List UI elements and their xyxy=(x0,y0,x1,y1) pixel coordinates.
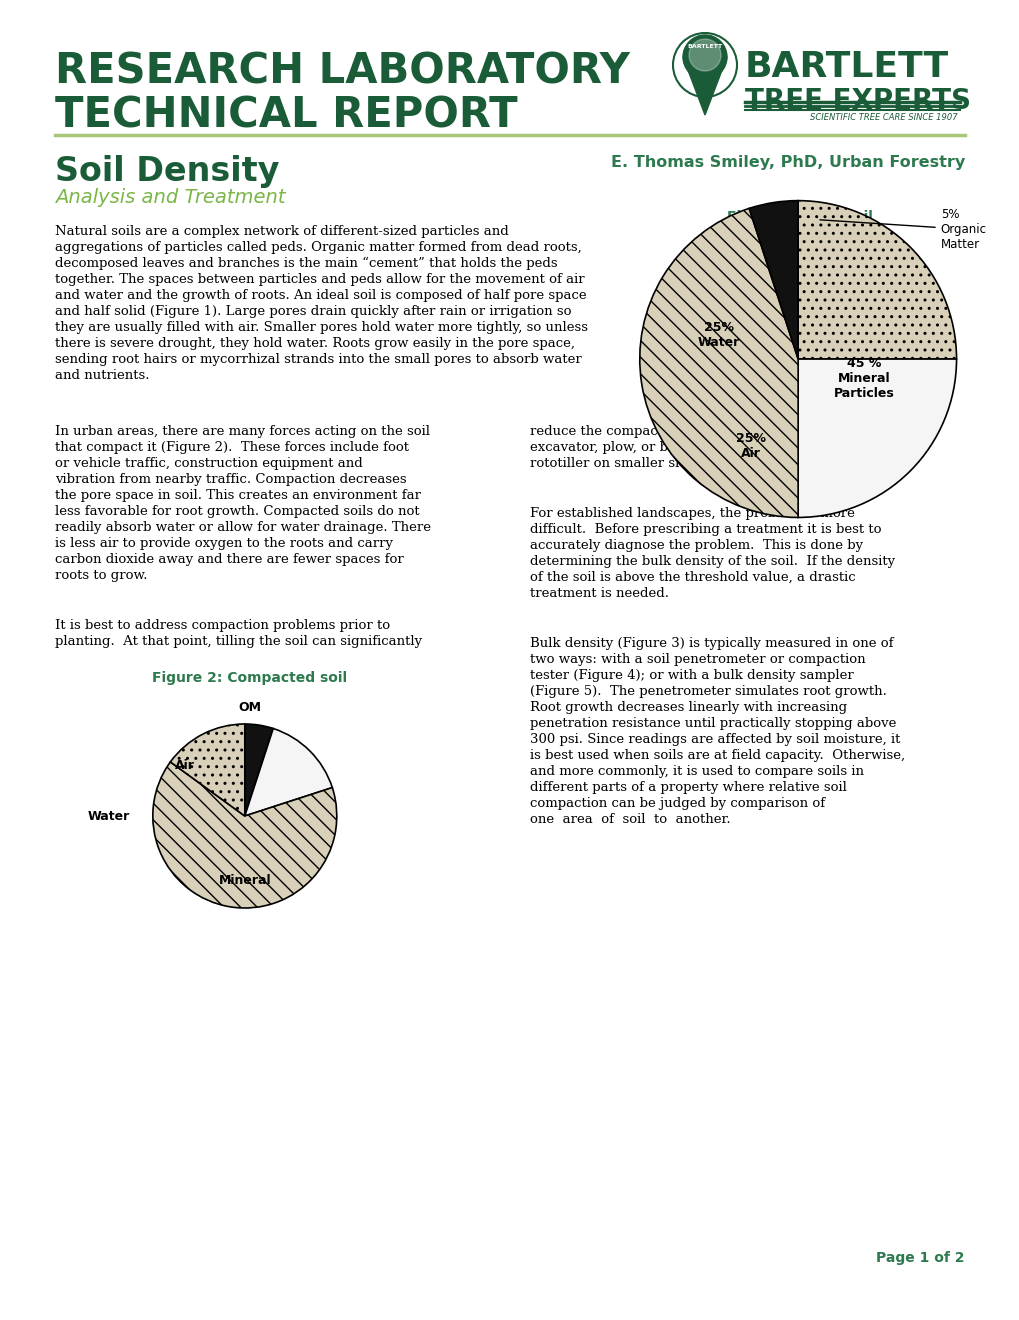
Text: E. Thomas Smiley, PhD, Urban Forestry: E. Thomas Smiley, PhD, Urban Forestry xyxy=(610,154,964,170)
Wedge shape xyxy=(639,209,797,517)
Text: Root growth decreases linearly with increasing: Root growth decreases linearly with incr… xyxy=(530,701,847,714)
Text: Mineral: Mineral xyxy=(218,874,271,887)
Text: readily absorb water or allow for water drainage. There: readily absorb water or allow for water … xyxy=(55,521,431,535)
Text: roots to grow.: roots to grow. xyxy=(55,569,148,582)
Wedge shape xyxy=(153,762,336,908)
Text: In urban areas, there are many forces acting on the soil: In urban areas, there are many forces ac… xyxy=(55,425,430,438)
Text: they are usually filled with air. Smaller pores hold water more tightly, so unle: they are usually filled with air. Smalle… xyxy=(55,321,587,334)
Text: or vehicle traffic, construction equipment and: or vehicle traffic, construction equipme… xyxy=(55,457,363,470)
Text: and half solid (Figure 1). Large pores drain quickly after rain or irrigation so: and half solid (Figure 1). Large pores d… xyxy=(55,305,571,318)
Text: For established landscapes, the problem is more: For established landscapes, the problem … xyxy=(530,507,854,520)
Text: Soil Density: Soil Density xyxy=(55,154,279,187)
Text: 45 %
Mineral
Particles: 45 % Mineral Particles xyxy=(834,356,895,400)
Text: less favorable for root growth. Compacted soils do not: less favorable for root growth. Compacte… xyxy=(55,506,419,517)
Text: It is best to address compaction problems prior to: It is best to address compaction problem… xyxy=(55,619,389,632)
Text: the pore space in soil. This creates an environment far: the pore space in soil. This creates an … xyxy=(55,488,421,502)
Circle shape xyxy=(683,36,727,79)
Text: RESEARCH LABORATORY: RESEARCH LABORATORY xyxy=(55,50,630,92)
Wedge shape xyxy=(245,729,332,816)
Text: different parts of a property where relative soil: different parts of a property where rela… xyxy=(530,781,846,795)
Text: there is severe drought, they hold water. Roots grow easily in the pore space,: there is severe drought, they hold water… xyxy=(55,337,575,350)
Text: 5%
Organic
Matter: 5% Organic Matter xyxy=(819,207,985,251)
Text: 300 psi. Since readings are affected by soil moisture, it: 300 psi. Since readings are affected by … xyxy=(530,733,900,746)
Text: BARTLETT: BARTLETT xyxy=(744,50,949,84)
Text: Natural soils are a complex network of different-sized particles and: Natural soils are a complex network of d… xyxy=(55,224,508,238)
Text: of the soil is above the threshold value, a drastic: of the soil is above the threshold value… xyxy=(530,572,855,583)
Wedge shape xyxy=(245,723,273,816)
Text: excavator, plow, or backhoe on large sites or with a: excavator, plow, or backhoe on large sit… xyxy=(530,441,873,454)
Text: carbon dioxide away and there are fewer spaces for: carbon dioxide away and there are fewer … xyxy=(55,553,404,566)
Text: difficult.  Before prescribing a treatment it is best to: difficult. Before prescribing a treatmen… xyxy=(530,523,880,536)
Text: OM: OM xyxy=(237,701,261,714)
Text: two ways: with a soil penetrometer or compaction: two ways: with a soil penetrometer or co… xyxy=(530,653,865,667)
Text: TECHNICAL REPORT: TECHNICAL REPORT xyxy=(55,95,517,137)
Text: Water: Water xyxy=(88,809,129,822)
Text: reduce the compaction.  This can be done with an: reduce the compaction. This can be done … xyxy=(530,425,863,438)
Text: is best used when soils are at field capacity.  Otherwise,: is best used when soils are at field cap… xyxy=(530,748,904,762)
Text: penetration resistance until practically stopping above: penetration resistance until practically… xyxy=(530,717,896,730)
Circle shape xyxy=(688,40,720,71)
Text: sending root hairs or mycorrhizal strands into the small pores to absorb water: sending root hairs or mycorrhizal strand… xyxy=(55,352,581,366)
Wedge shape xyxy=(170,723,245,816)
Text: BARTLETT: BARTLETT xyxy=(687,45,721,49)
Text: TREE EXPERTS: TREE EXPERTS xyxy=(744,87,970,115)
Polygon shape xyxy=(683,57,727,115)
Text: Bulk density (Figure 3) is typically measured in one of: Bulk density (Figure 3) is typically mea… xyxy=(530,638,893,649)
Text: determining the bulk density of the soil.  If the density: determining the bulk density of the soil… xyxy=(530,554,895,568)
Text: together. The spaces between particles and peds allow for the movement of air: together. The spaces between particles a… xyxy=(55,273,584,286)
Text: is less air to provide oxygen to the roots and carry: is less air to provide oxygen to the roo… xyxy=(55,537,392,550)
Text: aggregations of particles called peds. Organic matter formed from dead roots,: aggregations of particles called peds. O… xyxy=(55,242,581,253)
Text: 25%
Water: 25% Water xyxy=(697,321,740,350)
Text: that compact it (Figure 2).  These forces include foot: that compact it (Figure 2). These forces… xyxy=(55,441,409,454)
Text: accurately diagnose the problem.  This is done by: accurately diagnose the problem. This is… xyxy=(530,539,862,552)
Text: Figure 1: Ideal soil: Figure 1: Ideal soil xyxy=(727,210,872,224)
Text: planting.  At that point, tilling the soil can significantly: planting. At that point, tilling the soi… xyxy=(55,635,422,648)
Text: vibration from nearby traffic. Compaction decreases: vibration from nearby traffic. Compactio… xyxy=(55,473,407,486)
Text: Air: Air xyxy=(175,759,195,772)
Text: and water and the growth of roots. An ideal soil is composed of half pore space: and water and the growth of roots. An id… xyxy=(55,289,586,302)
Text: 25%
Air: 25% Air xyxy=(735,432,765,461)
Text: Analysis and Treatment: Analysis and Treatment xyxy=(55,187,285,207)
Text: Page 1 of 2: Page 1 of 2 xyxy=(875,1251,964,1265)
Wedge shape xyxy=(797,359,956,517)
Text: and more commonly, it is used to compare soils in: and more commonly, it is used to compare… xyxy=(530,766,863,777)
Text: (Figure 5).  The penetrometer simulates root growth.: (Figure 5). The penetrometer simulates r… xyxy=(530,685,886,698)
Wedge shape xyxy=(749,201,798,359)
Text: compaction can be judged by comparison of: compaction can be judged by comparison o… xyxy=(530,797,824,810)
Wedge shape xyxy=(797,201,956,359)
Text: tester (Figure 4); or with a bulk density sampler: tester (Figure 4); or with a bulk densit… xyxy=(530,669,853,682)
Text: Figure 2: Compacted soil: Figure 2: Compacted soil xyxy=(152,671,347,685)
Text: one  area  of  soil  to  another.: one area of soil to another. xyxy=(530,813,730,826)
Text: decomposed leaves and branches is the main “cement” that holds the peds: decomposed leaves and branches is the ma… xyxy=(55,257,557,271)
Text: treatment is needed.: treatment is needed. xyxy=(530,587,668,601)
Text: and nutrients.: and nutrients. xyxy=(55,370,150,381)
Text: SCIENTIFIC TREE CARE SINCE 1907: SCIENTIFIC TREE CARE SINCE 1907 xyxy=(809,114,957,121)
Text: rototiller on smaller sites.: rototiller on smaller sites. xyxy=(530,457,702,470)
